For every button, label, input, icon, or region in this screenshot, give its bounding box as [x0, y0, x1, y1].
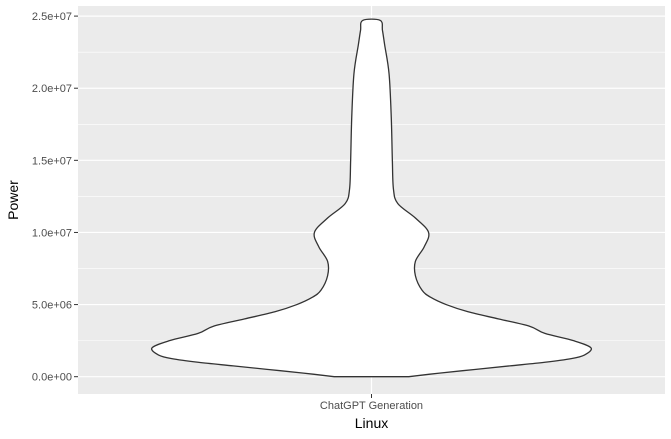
y-tick-label: 5.0e+06 [32, 300, 72, 312]
y-tick-label: 1.0e+07 [32, 227, 72, 239]
y-tick-label: 2.0e+07 [32, 83, 72, 95]
y-tick-label: 2.5e+07 [32, 11, 72, 23]
violin-shape [150, 18, 593, 378]
y-axis: 0.0e+00 5.0e+06 1.0e+07 1.5e+07 2.0e+07 2.5e+… [32, 11, 78, 384]
y-tick-label: 1.5e+07 [32, 155, 72, 167]
violin-layer [150, 18, 593, 378]
x-axis: ChatGPT Generation [320, 394, 423, 412]
x-tick-label: ChatGPT Generation [320, 400, 423, 412]
y-tick-label: 0.0e+00 [32, 372, 72, 384]
x-axis-title: Linux [355, 415, 388, 431]
y-axis-title: Power [5, 180, 21, 220]
